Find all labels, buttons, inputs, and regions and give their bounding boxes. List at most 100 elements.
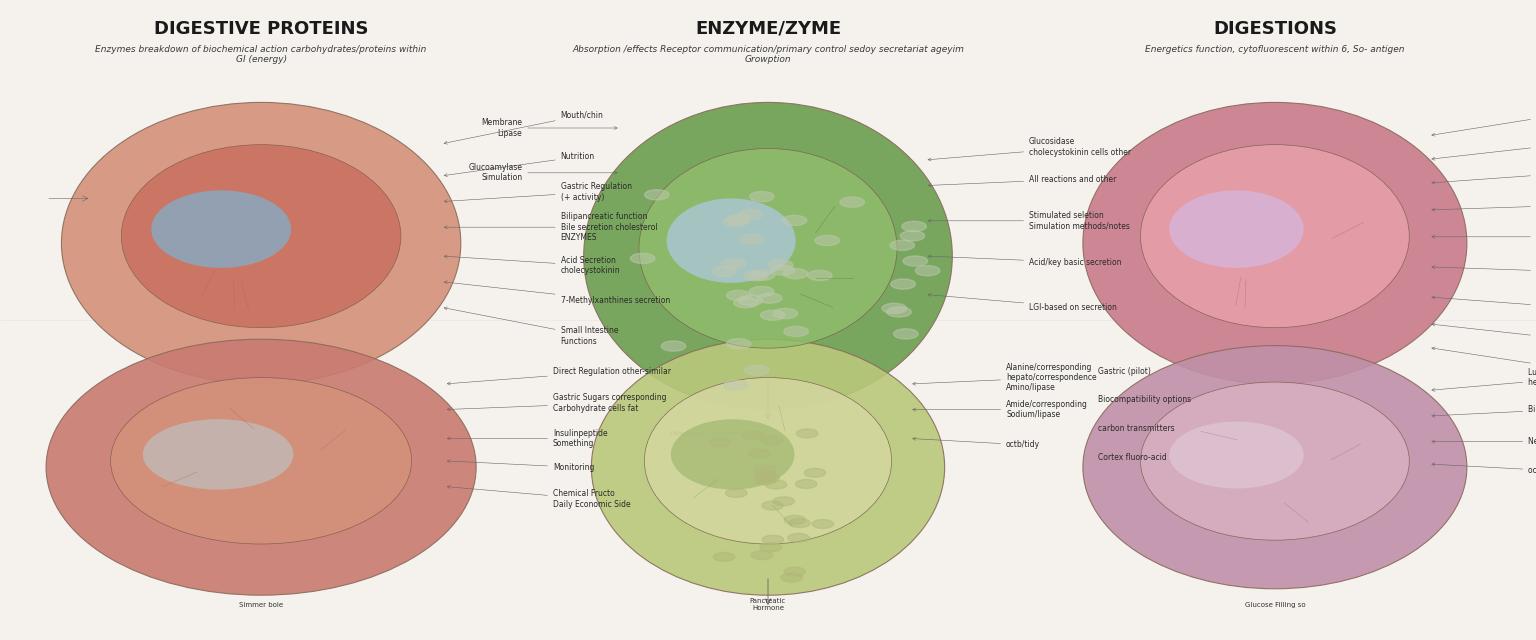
- Circle shape: [816, 236, 840, 246]
- Circle shape: [894, 329, 919, 339]
- Text: Minimal acids cells: Minimal acids cells: [1432, 168, 1536, 184]
- Circle shape: [783, 326, 808, 337]
- Text: Stimulated seletion
Simulation methods/notes: Stimulated seletion Simulation methods/n…: [928, 211, 1130, 230]
- Text: Glucoamylase
Simulation: Glucoamylase Simulation: [468, 163, 617, 182]
- Text: Bayer cells: Bayer cells: [1432, 111, 1536, 136]
- Ellipse shape: [143, 419, 293, 490]
- Text: Bilocular protein: Bilocular protein: [1432, 405, 1536, 417]
- Ellipse shape: [46, 339, 476, 595]
- Circle shape: [723, 380, 748, 390]
- Text: octb cycle: octb cycle: [1432, 463, 1536, 475]
- Ellipse shape: [645, 378, 891, 544]
- Circle shape: [783, 269, 808, 279]
- Circle shape: [745, 365, 770, 375]
- Circle shape: [739, 295, 763, 305]
- Circle shape: [714, 552, 736, 561]
- Text: Enzymes breakdown of biochemical action carbohydrates/proteins within
GI (energy: Enzymes breakdown of biochemical action …: [95, 45, 427, 64]
- Circle shape: [903, 256, 928, 266]
- Text: Glucosidase
cholecystokinin cells other: Glucosidase cholecystokinin cells other: [928, 138, 1130, 161]
- Ellipse shape: [1083, 346, 1467, 589]
- Text: Chemical Fructo
Daily Economic Side: Chemical Fructo Daily Economic Side: [447, 485, 631, 509]
- Circle shape: [886, 307, 911, 317]
- Ellipse shape: [61, 102, 461, 384]
- Ellipse shape: [121, 145, 401, 328]
- Text: Membrane
Lipase: Membrane Lipase: [481, 118, 617, 138]
- Circle shape: [710, 438, 731, 447]
- Circle shape: [762, 501, 783, 510]
- Circle shape: [727, 214, 751, 225]
- Text: Pancreatic
Hormone: Pancreatic Hormone: [750, 598, 786, 611]
- Circle shape: [782, 215, 806, 225]
- Ellipse shape: [584, 102, 952, 410]
- Circle shape: [762, 535, 783, 544]
- Circle shape: [645, 189, 670, 200]
- Circle shape: [760, 310, 785, 321]
- Ellipse shape: [671, 419, 794, 490]
- Circle shape: [808, 270, 833, 280]
- Circle shape: [757, 474, 779, 483]
- Circle shape: [770, 265, 794, 275]
- Circle shape: [813, 520, 834, 529]
- Circle shape: [754, 476, 776, 485]
- Circle shape: [902, 221, 926, 232]
- Text: Energetics function, cytofluorescent within 6, So- antigen: Energetics function, cytofluorescent wit…: [1146, 45, 1404, 64]
- Circle shape: [750, 287, 774, 297]
- Ellipse shape: [1140, 145, 1409, 328]
- Circle shape: [748, 449, 770, 458]
- Ellipse shape: [111, 378, 412, 544]
- Ellipse shape: [1140, 382, 1409, 540]
- Text: Absorption /effects Receptor communication/primary control sedoy secretariat age: Absorption /effects Receptor communicati…: [571, 45, 965, 64]
- Text: All reactions and other: All reactions and other: [928, 175, 1117, 187]
- Text: Bilipancreatic function
Bile secretion cholesterol
ENZYMES: Bilipancreatic function Bile secretion c…: [444, 212, 657, 242]
- Circle shape: [754, 465, 776, 474]
- Circle shape: [630, 253, 654, 264]
- Text: Neurochemistry protein: Neurochemistry protein: [1432, 437, 1536, 446]
- Circle shape: [760, 543, 782, 552]
- Ellipse shape: [1169, 190, 1304, 268]
- Circle shape: [757, 293, 782, 303]
- Circle shape: [796, 429, 817, 438]
- Text: Gastric (pilot): Gastric (pilot): [1098, 367, 1150, 376]
- Text: Luminal cholesterol
hepato/corresponds align: Luminal cholesterol hepato/corresponds a…: [1432, 368, 1536, 392]
- Circle shape: [788, 533, 809, 542]
- Circle shape: [722, 259, 746, 269]
- Ellipse shape: [151, 190, 292, 268]
- Text: Monitoring: Monitoring: [447, 460, 594, 472]
- Circle shape: [723, 216, 748, 227]
- Circle shape: [780, 573, 802, 582]
- Circle shape: [762, 436, 783, 445]
- Text: Glucosidase
cells other able: Glucosidase cells other able: [1432, 134, 1536, 160]
- Circle shape: [743, 271, 768, 281]
- Circle shape: [889, 240, 914, 250]
- Text: carbon transmitters: carbon transmitters: [1098, 424, 1175, 433]
- Text: DIGESTIVE PROTEINS: DIGESTIVE PROTEINS: [154, 20, 369, 38]
- Circle shape: [805, 468, 826, 477]
- Text: Bilecular (pilot): Bilecular (pilot): [1432, 296, 1536, 312]
- Ellipse shape: [1169, 422, 1304, 488]
- Text: Mouth/chin: Mouth/chin: [444, 111, 604, 144]
- Text: Glucose Filling so: Glucose Filling so: [1244, 602, 1306, 608]
- Circle shape: [900, 231, 925, 241]
- Text: Oxocellular
Amino Stronger
Caecum Intestines: Oxocellular Amino Stronger Caecum Intest…: [1432, 222, 1536, 252]
- Circle shape: [891, 279, 915, 289]
- Circle shape: [751, 550, 773, 559]
- Ellipse shape: [667, 198, 796, 283]
- Circle shape: [840, 197, 865, 207]
- Text: Acid Secretion
cholecystokinin: Acid Secretion cholecystokinin: [444, 255, 621, 275]
- Circle shape: [727, 291, 751, 301]
- Text: carbon traces: carbon traces: [1432, 347, 1536, 372]
- Ellipse shape: [639, 148, 897, 348]
- Text: Insulinpeptide
Something: Insulinpeptide Something: [447, 429, 608, 448]
- Text: octb/tidy: octb/tidy: [912, 437, 1040, 449]
- Circle shape: [754, 471, 776, 480]
- Text: 7-Methylxanthines secretion: 7-Methylxanthines secretion: [444, 281, 670, 305]
- Circle shape: [765, 480, 786, 489]
- Text: Small Intestine
Functions: Small Intestine Functions: [444, 307, 617, 346]
- Text: Gastric Sugars corresponding
Carbohydrate cells fat: Gastric Sugars corresponding Carbohydrat…: [447, 394, 667, 413]
- Circle shape: [750, 270, 774, 280]
- Circle shape: [796, 479, 817, 488]
- Text: Amide/corresponding
Sodium/lipase: Amide/corresponding Sodium/lipase: [912, 400, 1087, 419]
- Text: LGI-based on secretion: LGI-based on secretion: [928, 293, 1117, 312]
- Text: Acid/key basic secretion: Acid/key basic secretion: [928, 255, 1121, 267]
- Text: Structural endocrine gland
Multiple glucanases: Structural endocrine gland Multiple gluc…: [1432, 195, 1536, 214]
